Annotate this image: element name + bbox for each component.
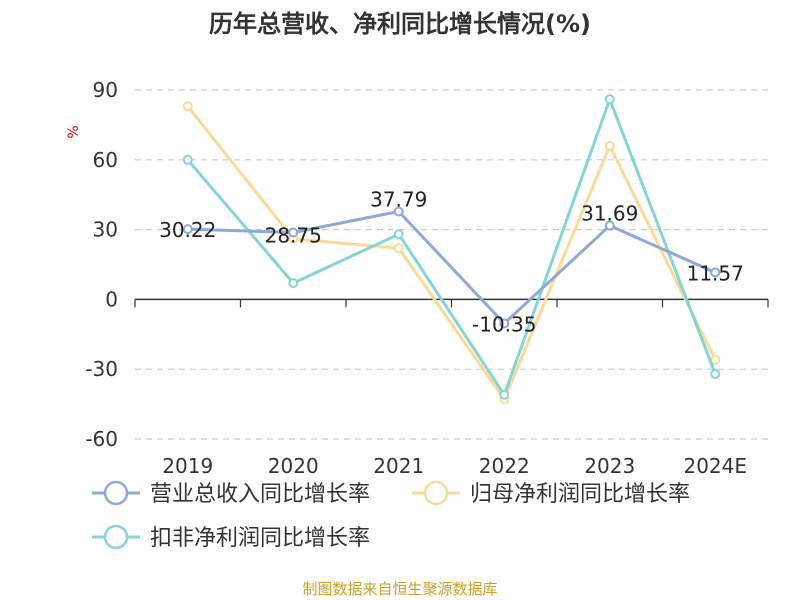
source-footer: 制图数据来自恒生聚源数据库 <box>302 580 497 598</box>
x-tick-label: 2023 <box>584 454 635 478</box>
x-axis: 2019 2020 2021 2022 2023 2024E <box>134 298 769 478</box>
legend-label: 归母净利润同比增长率 <box>470 482 690 507</box>
data-point <box>288 227 299 238</box>
series-line <box>186 97 717 397</box>
data-label: 11.57 <box>687 261 744 285</box>
series-line <box>187 209 716 325</box>
data-label: 30.22 <box>159 218 216 242</box>
x-tick-label: 2021 <box>373 454 424 478</box>
legend-marker <box>103 480 129 506</box>
y-axis-ticks: 90 60 30 0 -30 -60 <box>85 78 118 451</box>
data-label: 28.75 <box>265 224 322 248</box>
y-tick-label: 0 <box>105 287 118 311</box>
data-point <box>393 206 404 217</box>
y-tick-label: 90 <box>93 78 118 102</box>
data-point <box>182 224 193 235</box>
chart-title: 历年总营收、净利同比增长情况(%) <box>209 10 591 38</box>
data-point <box>182 154 193 165</box>
series-2 <box>182 101 721 405</box>
x-tick-label: 2024E <box>683 454 747 478</box>
series-1 <box>182 206 721 329</box>
data-label: 37.79 <box>370 187 427 211</box>
legend-label: 扣非净利润同比增长率 <box>150 526 370 551</box>
legend-item-2: 归母净利润同比增长率 <box>412 480 690 507</box>
data-point <box>393 243 404 254</box>
data-point <box>604 220 615 231</box>
y-tick-label: -60 <box>85 427 118 451</box>
data-point <box>288 278 299 289</box>
data-labels: 30.22 28.75 37.79 -10.35 31.69 11.57 <box>159 187 744 336</box>
x-tick-label: 2019 <box>162 454 213 478</box>
data-point <box>393 229 404 240</box>
legend-label: 营业总收入同比增长率 <box>150 482 370 507</box>
y-tick-label: 30 <box>93 218 118 242</box>
y-tick-label: -30 <box>85 357 118 381</box>
data-point <box>604 94 615 105</box>
legend-marker <box>423 480 449 506</box>
data-point <box>710 368 721 379</box>
legend-item-1: 营业总收入同比增长率 <box>92 480 370 507</box>
legend-marker <box>103 524 129 550</box>
data-point <box>499 389 510 400</box>
series-layer <box>182 94 721 405</box>
y-tick-label: 60 <box>93 148 118 172</box>
data-label: -10.35 <box>472 312 536 336</box>
data-point <box>182 101 193 112</box>
series-line <box>186 105 717 401</box>
series-3 <box>182 94 721 400</box>
x-tick-label: 2020 <box>268 454 319 478</box>
data-point <box>604 140 615 151</box>
data-label: 31.69 <box>581 202 638 226</box>
legend-item-3: 扣非净利润同比增长率 <box>92 524 370 551</box>
data-point <box>710 267 721 278</box>
y-axis-unit-label: % <box>66 125 82 138</box>
data-point <box>499 318 510 329</box>
x-tick-label: 2022 <box>479 454 530 478</box>
